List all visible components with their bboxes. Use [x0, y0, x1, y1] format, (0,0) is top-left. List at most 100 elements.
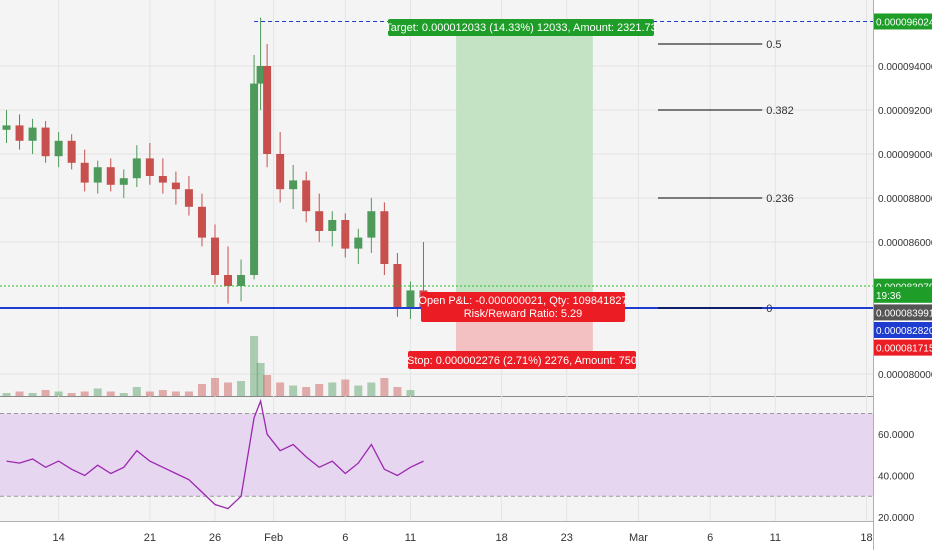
volume-bar: [41, 390, 50, 396]
time-tick-label: 18: [860, 532, 872, 544]
candle-body: [256, 66, 265, 84]
volume-bar: [80, 391, 89, 396]
price-marker: [874, 13, 932, 30]
price-tick-label: 0.000086000: [878, 238, 932, 249]
rsi-indicator: [0, 398, 873, 510]
candle-body: [28, 127, 37, 141]
volume-bar: [367, 382, 376, 396]
volume-bar: [158, 390, 167, 396]
volume-bar: [224, 382, 233, 396]
rsi-band: [0, 413, 873, 497]
time-tick-label: 21: [144, 532, 156, 544]
volume-bar: [15, 391, 24, 396]
target-zone: [456, 21, 593, 309]
price-marker: [874, 286, 932, 303]
candle-body: [106, 167, 115, 185]
volume-bar: [380, 378, 389, 396]
price-marker-label: 0.000083991: [876, 308, 932, 319]
price-tick-label: 0.000090000: [878, 150, 932, 161]
time-tick-label: 11: [770, 532, 781, 544]
candle-body: [224, 275, 233, 286]
volume-bar: [315, 384, 324, 396]
time-tick-label: 23: [561, 532, 573, 544]
rr-label-text: Risk/Reward Ratio: 5.29: [464, 308, 583, 320]
volume-bar: [256, 363, 265, 396]
pnl-label[interactable]: Open P&L: -0.000000021, Qty: 109841827 R…: [418, 292, 628, 322]
volume-bar: [406, 390, 415, 396]
volume-bar: [145, 391, 154, 396]
volume-bar: [289, 385, 298, 396]
candle-body: [119, 178, 128, 185]
candle-body: [210, 237, 219, 275]
candle-body: [302, 180, 311, 212]
fib-level-label: 0: [766, 303, 772, 315]
volume-bar: [119, 393, 128, 396]
candle-body: [237, 275, 246, 286]
time-tick-label: 11: [405, 532, 416, 544]
rsi-tick-label: 60.0000: [878, 430, 915, 441]
candle-body: [354, 237, 363, 249]
price-marker-label: 0.000096024: [876, 17, 932, 28]
candle-body: [289, 180, 298, 190]
volume-bar: [250, 336, 259, 396]
price-marker-label: 19:36: [876, 291, 901, 302]
axes: 0.000094000 0.000092000 0.000090000 0.00008…: [53, 13, 932, 544]
price-marker-label: 0.000081715: [876, 344, 932, 355]
volume-bar: [171, 391, 180, 396]
candle-body: [328, 220, 337, 231]
stop-label-text: Stop: 0.000002276 (2.71%) 2276, Amount: …: [407, 355, 637, 367]
time-tick-label: 14: [53, 532, 65, 544]
volume-bar: [197, 384, 206, 396]
candle-body: [406, 290, 415, 308]
target-label[interactable]: Target: 0.000012033 (14.33%) 12033, Amou…: [385, 19, 657, 36]
volume-bar: [328, 382, 337, 396]
candle-body: [341, 220, 350, 249]
volume-bar: [210, 378, 219, 396]
candle-body: [145, 158, 154, 176]
volume-bar: [276, 382, 285, 396]
time-tick-label: Mar: [629, 532, 648, 544]
time-tick-label: Feb: [264, 532, 283, 544]
volume-bar: [67, 393, 76, 396]
volume-bar: [132, 387, 141, 396]
volume-bar: [393, 387, 402, 396]
fib-level-label: 0.236: [766, 193, 794, 205]
rsi-tick-label: 40.0000: [878, 472, 915, 483]
price-tick-label: 0.000094000: [878, 62, 932, 73]
volume-bar: [28, 393, 37, 396]
rsi-tick-label: 20.0000: [878, 513, 915, 524]
candle-body: [315, 211, 324, 231]
candle-body: [276, 154, 285, 190]
candle-body: [197, 206, 206, 238]
price-marker-label: 0.000082820: [876, 326, 932, 337]
pnl-label-text: Open P&L: -0.000000021, Qty: 109841827: [418, 295, 627, 307]
volume-bar: [302, 387, 311, 396]
volume-bar: [2, 393, 11, 396]
volume-bar: [237, 381, 246, 396]
candle-body: [367, 211, 376, 238]
candle-body: [67, 140, 76, 163]
price-tick-label: 0.000088000: [878, 194, 932, 205]
stop-label[interactable]: Stop: 0.000002276 (2.71%) 2276, Amount: …: [407, 351, 637, 369]
target-label-text: Target: 0.000012033 (14.33%) 12033, Amou…: [385, 22, 657, 34]
volume-bar: [263, 375, 272, 396]
time-tick-label: 6: [342, 532, 348, 544]
candle-body: [184, 189, 193, 207]
candle-body: [15, 125, 24, 141]
candle-body: [80, 162, 89, 183]
volume-bar: [93, 388, 102, 396]
volume-bar: [106, 391, 115, 396]
candle-body: [158, 176, 167, 183]
volume-bars: [2, 336, 415, 396]
volume-bar: [341, 379, 350, 396]
price-tick-label: 0.000080000: [878, 370, 932, 381]
fib-level-label: 0.5: [766, 39, 781, 51]
candle-body: [263, 66, 272, 154]
candle-body: [250, 83, 259, 275]
candle-body: [2, 125, 11, 130]
price-marker: [874, 322, 932, 338]
candle-body: [93, 167, 102, 183]
candle-body: [380, 211, 389, 264]
